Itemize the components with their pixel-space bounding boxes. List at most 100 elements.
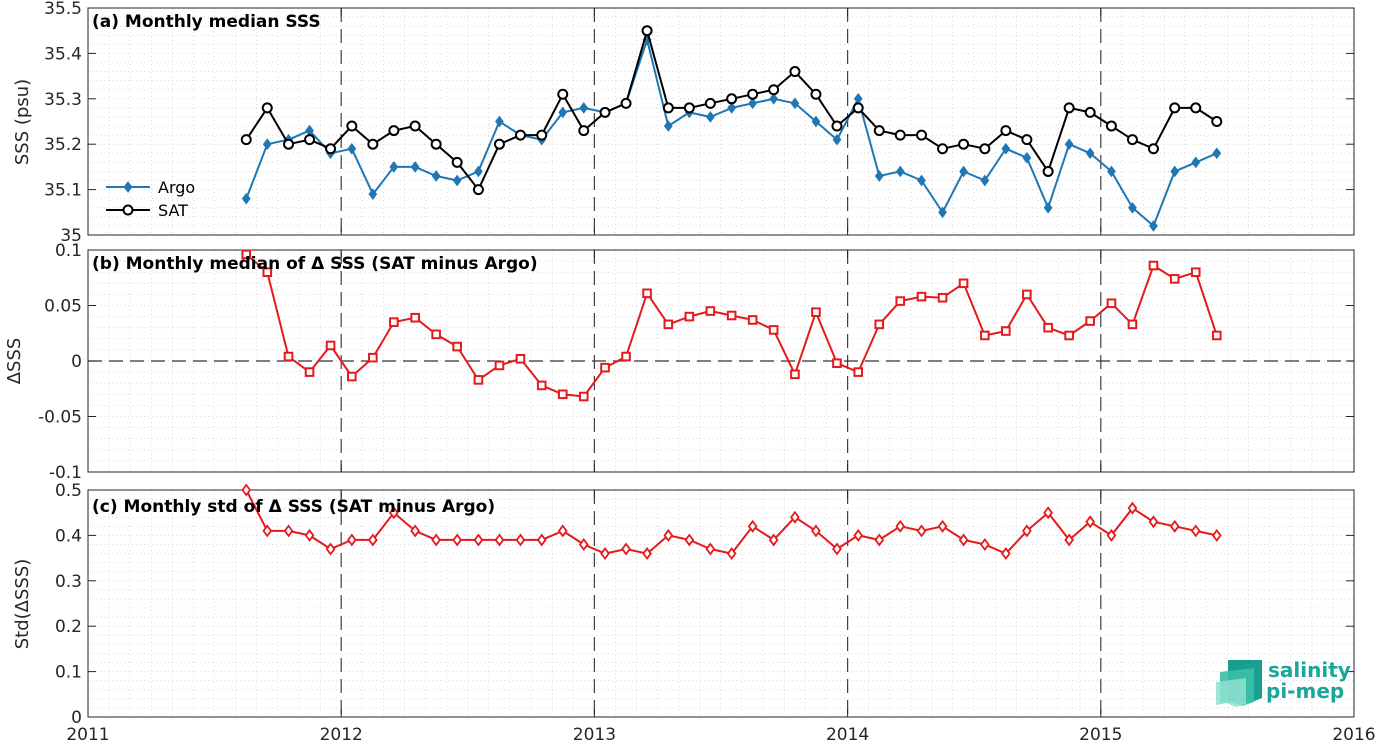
- data-point: [1106, 298, 1117, 309]
- data-point: [495, 115, 504, 128]
- data-point: [979, 537, 990, 551]
- panel-a: 35 35.1 35.2 35.3 35.4 35.5 SSS (psu) (a) Month…: [12, 0, 1355, 246]
- data-point: [1000, 547, 1011, 561]
- axes-box: [87, 489, 1355, 718]
- y-tick-label: 0.1: [55, 241, 82, 261]
- data-point: [1021, 134, 1033, 146]
- data-point: [241, 483, 252, 497]
- data-point: [895, 165, 905, 178]
- data-point: [704, 97, 716, 109]
- y-tick-label: 35.2: [44, 135, 82, 155]
- data-point: [621, 351, 631, 362]
- data-point: [431, 329, 441, 340]
- data-point: [1084, 106, 1096, 118]
- data-point: [1149, 220, 1158, 232]
- data-point: [494, 533, 505, 547]
- legend-label: Argo: [158, 178, 195, 197]
- data-point: [514, 129, 526, 141]
- data-point: [705, 111, 715, 123]
- data-point: [1042, 165, 1054, 177]
- data-point: [241, 192, 251, 205]
- data-point: [663, 528, 674, 542]
- y-tick-label: -0.05: [38, 408, 82, 428]
- data-point: [895, 519, 906, 533]
- data-point: [261, 102, 273, 114]
- data-point: [304, 367, 315, 377]
- data-point: [536, 380, 547, 391]
- data-point: [641, 25, 653, 37]
- data-point: [747, 315, 758, 325]
- data-point: [726, 310, 737, 321]
- data-point: [325, 340, 336, 351]
- x-tick-label: 2016: [1332, 725, 1375, 745]
- data-point: [662, 102, 674, 114]
- data-point: [1191, 156, 1201, 169]
- data-point: [1169, 274, 1180, 284]
- data-point: [431, 170, 441, 182]
- data-point: [493, 138, 505, 150]
- y-tick-label: 35: [60, 226, 82, 246]
- data-point: [410, 524, 421, 538]
- data-point: [536, 533, 547, 547]
- data-point: [831, 120, 843, 132]
- y-tick-label: 0.2: [55, 617, 82, 637]
- data-point: [705, 542, 716, 556]
- data-point: [389, 161, 399, 173]
- data-point: [1106, 528, 1117, 542]
- data-point: [747, 88, 759, 100]
- data-point: [262, 267, 273, 277]
- data-point: [958, 533, 969, 547]
- legend-label: SAT: [158, 201, 188, 220]
- data-point: [410, 312, 420, 323]
- y-tick-label: 0.4: [55, 526, 82, 546]
- grid: [88, 490, 1354, 717]
- data-point: [1190, 267, 1201, 277]
- data-point: [1211, 528, 1222, 542]
- data-point: [663, 120, 673, 132]
- data-point: [726, 93, 738, 105]
- data-point: [768, 84, 780, 96]
- grid: [88, 250, 1354, 472]
- data-point: [262, 138, 272, 151]
- data-point: [536, 129, 548, 141]
- data-point: [1064, 138, 1074, 151]
- data-point: [747, 519, 758, 533]
- panels: 35 35.1 35.2 35.3 35.4 35.5 SSS (psu) (a) Month…: [4, 0, 1376, 745]
- data-point: [368, 188, 378, 200]
- plot-area: [88, 8, 1354, 235]
- data-point: [346, 120, 358, 132]
- y-tick-label: 0.3: [55, 572, 82, 592]
- data-point: [1000, 125, 1012, 137]
- data-point: [1169, 519, 1180, 533]
- data-point: [368, 352, 378, 363]
- y-tick-label: 0.5: [55, 481, 82, 501]
- salinity-pi-mep-logo: salinity pi-mep: [1216, 658, 1351, 707]
- data-point: [1064, 330, 1074, 341]
- panel-c: 0 0.1 0.2 0.3 0.4 0.5 2011 2012 2013 2014 2015 2016…: [12, 481, 1376, 745]
- data-point: [1043, 201, 1053, 214]
- data-point: [1001, 142, 1011, 155]
- x-tick-label: 2015: [1079, 725, 1122, 745]
- data-point: [642, 288, 652, 299]
- data-point: [430, 138, 442, 150]
- data-point: [980, 174, 990, 187]
- x-tick-label: 2014: [826, 725, 869, 745]
- legend: Argo SAT: [106, 178, 195, 220]
- data-point: [283, 351, 294, 362]
- data-point: [262, 524, 273, 538]
- panel-title: (a) Monthly median SSS: [92, 12, 321, 32]
- data-point: [557, 389, 568, 400]
- data-point: [705, 306, 716, 316]
- data-point: [663, 319, 674, 330]
- data-point: [1063, 102, 1075, 114]
- data-point: [347, 142, 357, 155]
- data-point: [599, 106, 611, 118]
- x-tick-label: 2011: [66, 725, 109, 745]
- data-point: [558, 106, 568, 119]
- panel-title: (c) Monthly std of Δ SSS (SAT minus Argo…: [92, 497, 495, 517]
- data-point: [474, 165, 483, 178]
- axes-box: [87, 7, 1355, 236]
- data-point: [557, 88, 569, 100]
- panel-b: -0.1 -0.05 0 0.05 0.1 ΔSSS (b) Monthly median …: [4, 241, 1355, 483]
